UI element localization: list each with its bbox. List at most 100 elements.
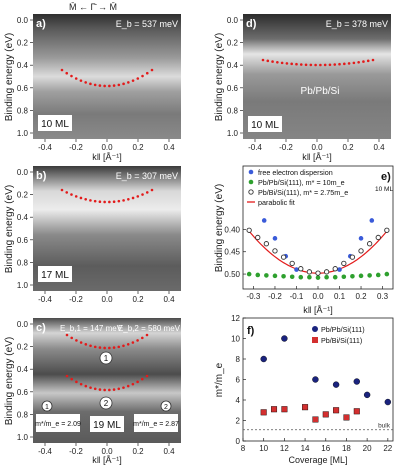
fit-dot [122,199,125,202]
fit-dot [276,60,279,64]
panel-c-label: c) [36,322,46,334]
fit-dot [136,339,139,342]
fit-dot [103,346,106,350]
fit-dot [93,387,97,391]
legend-note: 10 ML [375,186,393,193]
ytick-label: 0.50 [224,270,240,279]
fit-dot [126,343,130,346]
ytick-label: 2 [236,417,241,426]
fit-dot [70,377,74,381]
panel-c-ylabel: Binding energy (eV) [4,337,15,425]
series-point [307,274,312,280]
fit-dot [79,79,83,82]
series-point [375,272,381,278]
series-point [298,274,304,280]
series-point [289,274,295,280]
fit-dot [108,346,111,350]
panel-c-small-circle-1-text: 1 [45,404,49,411]
panel-f-xticks: 8 10 12 14 16 18 20 22 [241,438,393,453]
fit-dot [266,59,270,63]
series-point [369,218,375,223]
panel-d-ylabel: Binding energy (eV) [214,33,225,121]
legend-swatch [248,179,254,185]
xtick-label: -0.2 [69,295,83,304]
fit-dot [103,200,106,204]
fit-dot [314,63,317,67]
fit-dot [131,382,135,386]
series-point [323,269,330,275]
k-direction-header: M̄ ← Γ̄ → M̄ [69,2,117,12]
panel-c-energy2: E_b,2 = 580 meV [118,324,181,333]
xtick-label: 0.4 [373,143,385,152]
series-point [353,378,360,385]
fit-dot [70,193,73,196]
xtick-label: 0.1 [334,292,346,301]
series-point [255,234,261,241]
xtick-label: 0.2 [132,447,144,456]
panel-f-ylabel: m*/m_e [214,362,225,397]
series-point [281,335,288,342]
panel-c-xticks: -0.4 -0.2 0.0 0.2 0.4 [38,443,175,456]
ytick-label: 0.4 [17,365,29,374]
fit-dot [333,63,337,66]
series-point [315,275,321,280]
fit-dot [98,200,102,204]
ytick-label: 1.0 [17,129,29,138]
panel-b: b) E_b = 307 meV 17 ML Binding energy (e… [4,166,181,304]
fit-dot [285,62,289,65]
series-point [353,408,360,415]
fit-dot [79,196,83,200]
panel-b-yticks: 0.0 0.2 0.4 0.6 0.8 1.0 [17,168,33,290]
panel-c-fit-dots-2 [65,374,149,392]
ytick-label: 0.8 [17,410,29,419]
series-point [260,409,267,416]
ytick-label: 0.8 [17,106,29,115]
ytick-label: 0.2 [17,191,29,200]
panel-a-yticks: 0.0 0.2 0.4 0.6 0.8 1.0 [17,16,33,138]
legend-swatch [248,169,254,175]
ytick-label: 0.2 [17,343,29,352]
fit-dot [65,71,69,75]
legend-label: Pb/Bi/Si(111) [321,336,362,345]
series-point [281,406,288,413]
series-point [263,241,270,247]
panel-e-marks [246,218,390,280]
fit-dot [145,333,149,337]
fit-dot [93,83,97,87]
series-point [281,274,286,279]
ytick-label: 0.6 [17,84,29,93]
fit-dot [122,386,125,389]
panel-a-xticks: -0.4 -0.2 0.0 0.2 0.4 [38,139,175,152]
panel-e-ylabel: Binding energy (eV) [214,184,225,272]
panel-d-material: Pb/Pb/Si [301,86,340,97]
fit-dot [117,199,121,203]
xtick-label: -0.2 [69,447,83,456]
xtick-label: 12 [280,444,289,453]
fit-dot [371,58,375,62]
panel-d-yticks: 0.0 0.2 0.4 0.6 0.8 1.0 [227,16,243,138]
panel-c-energy1: E_b,1 = 147 meV [60,324,123,333]
fit-dot [112,346,116,349]
ytick-label: 1.0 [17,433,29,442]
fit-dot [84,384,88,388]
fit-dot [309,63,313,67]
ytick-label: 4 [236,396,241,405]
series-point [350,274,355,279]
legend-label: Pb/Bi/Si(111), m* = 2.75m_e [258,188,348,197]
series-point [324,274,329,280]
fit-dot [319,63,322,67]
series-point [375,234,381,241]
ytick-label: 0.4 [227,61,239,70]
fit-dot [93,345,97,349]
panel-b-fit-dots [60,188,154,204]
series-point [312,376,319,383]
series-point [264,273,269,278]
series-point [260,355,267,363]
fit-dot [89,344,92,348]
fit-dot [75,380,78,384]
fit-dot [103,388,106,392]
xtick-label: 0.2 [355,292,367,301]
panel-c-circle-2-text: 2 [104,399,109,408]
